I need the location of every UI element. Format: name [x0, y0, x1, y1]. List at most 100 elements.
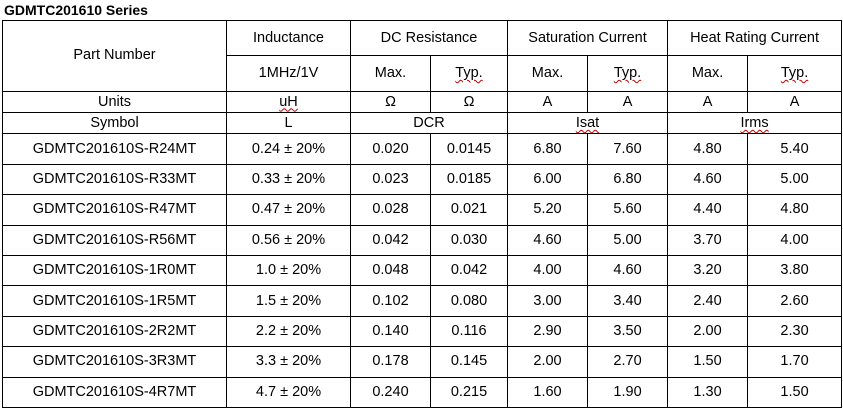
cell-dcr-typ: 0.030 [429, 224, 509, 257]
cell-dcr-max: 0.178 [350, 346, 431, 378]
cell-isat-max: 3.00 [507, 285, 589, 317]
symbol-row: Symbol L DCR Isat Irms [2, 112, 843, 135]
cell-part-number: GDMTC201610S-R24MT [2, 133, 227, 165]
cell-irms-typ: 1.50 [747, 376, 843, 409]
cell-dcr-typ: 0.0145 [429, 133, 509, 165]
subheader-isat-max: Max. [507, 55, 589, 92]
table-row: GDMTC201610S-4R7MT 4.7 ± 20% 0.240 0.215 1.6… [2, 376, 843, 409]
cell-part-number: GDMTC201610S-1R0MT [2, 254, 227, 287]
symbol-isat-text: Isat [575, 114, 600, 131]
cell-irms-max: 2.40 [667, 285, 749, 317]
cell-dcr-max: 0.048 [350, 254, 431, 287]
subheader-irms-typ: Typ. [747, 55, 843, 92]
cell-irms-max: 1.30 [667, 376, 749, 409]
table-row: GDMTC201610S-R33MT 0.33 ± 20% 0.023 0.0185 6… [2, 163, 843, 196]
cell-dcr-typ: 0.145 [429, 346, 509, 378]
table-row: GDMTC201610S-R47MT 0.47 ± 20% 0.028 0.021 5.… [2, 194, 843, 226]
subheader-inductance-condition: 1MHz/1V [226, 55, 351, 92]
units-isat-typ: A [587, 90, 669, 114]
cell-part-number: GDMTC201610S-R33MT [2, 163, 227, 196]
cell-dcr-max: 0.102 [350, 285, 431, 317]
cell-inductance: 2.2 ± 20% [226, 315, 351, 348]
units-row: Units uH Ω Ω A A A A [2, 90, 843, 114]
cell-isat-max: 6.00 [507, 163, 589, 196]
cell-isat-typ: 7.60 [587, 133, 669, 165]
cell-dcr-max: 0.042 [350, 224, 431, 257]
cell-irms-max: 3.20 [667, 254, 749, 287]
cell-dcr-typ: 0.215 [429, 376, 509, 409]
dcr-typ-text: Typ. [455, 65, 483, 82]
cell-isat-typ: 4.60 [587, 254, 669, 287]
symbol-inductance: L [226, 112, 351, 135]
table-row: GDMTC201610S-1R5MT 1.5 ± 20% 0.102 0.080 3.0… [2, 285, 843, 317]
units-inductance: uH [226, 90, 351, 114]
cell-irms-typ: 2.60 [747, 285, 843, 317]
cell-irms-typ: 5.40 [747, 133, 843, 165]
table-row: GDMTC201610S-R24MT 0.24 ± 20% 0.020 0.0145 6… [2, 133, 843, 165]
cell-dcr-max: 0.028 [350, 194, 431, 226]
cell-isat-max: 2.90 [507, 315, 589, 348]
subheader-isat-typ: Typ. [587, 55, 669, 92]
table-row: GDMTC201610S-3R3MT 3.3 ± 20% 0.178 0.145 2.0… [2, 346, 843, 378]
table-row: GDMTC201610S-2R2MT 2.2 ± 20% 0.140 0.116 2.9… [2, 315, 843, 348]
cell-isat-typ: 3.50 [587, 315, 669, 348]
cell-irms-typ: 4.00 [747, 224, 843, 257]
units-isat-max: A [507, 90, 589, 114]
cell-isat-typ: 1.90 [587, 376, 669, 409]
symbol-irms: Irms [667, 112, 843, 135]
cell-part-number: GDMTC201610S-R56MT [2, 224, 227, 257]
header-inductance: Inductance [226, 19, 351, 57]
series-title: GDMTC201610 Series [4, 2, 148, 18]
cell-dcr-max: 0.023 [350, 163, 431, 196]
cell-inductance: 0.24 ± 20% [226, 133, 351, 165]
isat-typ-text: Typ. [613, 65, 642, 82]
symbol-isat: Isat [507, 112, 669, 135]
header-dc-resistance: DC Resistance [349, 19, 509, 57]
cell-irms-typ: 1.70 [747, 346, 843, 378]
header-heat-rating-current: Heat Rating Current [667, 19, 843, 57]
cell-part-number: GDMTC201610S-2R2MT [2, 315, 227, 348]
cell-irms-max: 1.50 [667, 346, 749, 378]
cell-irms-max: 4.60 [667, 163, 749, 196]
cell-isat-max: 5.20 [507, 194, 589, 226]
cell-irms-max: 4.40 [667, 194, 749, 226]
cell-irms-max: 2.00 [667, 315, 749, 348]
subheader-row: 1MHz/1V Max. Typ. Max. Typ. Max. Typ. [3, 55, 843, 92]
cell-part-number: GDMTC201610S-4R7MT [2, 376, 227, 409]
cell-inductance: 4.7 ± 20% [226, 376, 351, 409]
cell-isat-max: 1.60 [507, 376, 589, 409]
cell-part-number: GDMTC201610S-3R3MT [2, 346, 227, 378]
cell-inductance: 3.3 ± 20% [226, 346, 351, 378]
units-irms-typ: A [747, 90, 843, 114]
subheader-dcr-typ: Typ. [429, 55, 509, 92]
cell-isat-max: 2.00 [507, 346, 589, 378]
units-label: Units [2, 90, 227, 114]
cell-isat-typ: 5.60 [587, 194, 669, 226]
header-part-number: Part Number [2, 20, 227, 92]
cell-inductance: 1.5 ± 20% [226, 285, 351, 317]
cell-inductance: 1.0 ± 20% [226, 254, 351, 287]
units-irms-max: A [667, 90, 749, 114]
symbol-dcr: DCR [349, 112, 509, 135]
cell-isat-max: 4.00 [507, 254, 589, 287]
cell-part-number: GDMTC201610S-R47MT [2, 194, 227, 226]
subheader-dcr-max: Max. [350, 55, 431, 92]
cell-dcr-typ: 0.0185 [429, 163, 509, 196]
cell-dcr-typ: 0.116 [429, 315, 509, 348]
cell-dcr-max: 0.020 [350, 133, 431, 165]
header-saturation-current: Saturation Current [507, 19, 669, 57]
cell-inductance: 0.33 ± 20% [226, 163, 351, 196]
cell-dcr-max: 0.140 [350, 315, 431, 348]
cell-isat-max: 6.80 [507, 133, 589, 165]
symbol-irms-text: Irms [740, 114, 769, 131]
cell-irms-typ: 4.80 [747, 194, 843, 226]
header-row: Part Number Inductance DC Resistance Sat… [2, 19, 843, 92]
cell-irms-max: 4.80 [667, 133, 749, 165]
cell-isat-max: 4.60 [507, 224, 589, 257]
cell-isat-typ: 6.80 [587, 163, 669, 196]
subheader-irms-max: Max. [667, 55, 749, 92]
cell-dcr-typ: 0.021 [429, 194, 509, 226]
table-row: GDMTC201610S-R56MT 0.56 ± 20% 0.042 0.030 4.… [2, 224, 843, 257]
table-row: GDMTC201610S-1R0MT 1.0 ± 20% 0.048 0.042 4.0… [2, 254, 843, 287]
cell-part-number: GDMTC201610S-1R5MT [2, 285, 227, 317]
